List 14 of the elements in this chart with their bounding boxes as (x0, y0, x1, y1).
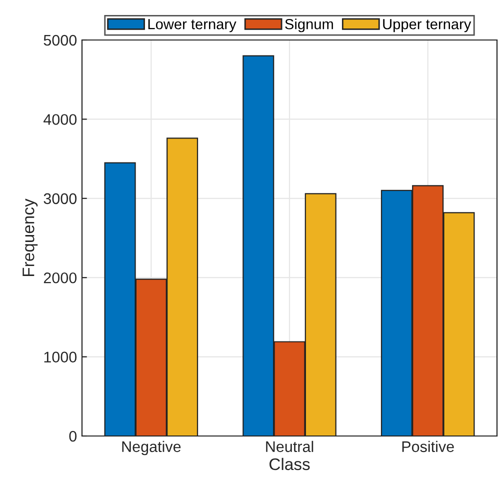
x-tick-label: Positive (402, 440, 454, 452)
y-tick-label: 2000 (44, 272, 77, 284)
legend-label: Signum (285, 18, 333, 32)
legend-label: Upper ternary (383, 19, 472, 32)
y-tick-label: 0 (69, 430, 77, 442)
x-tick-label: Negative (122, 440, 181, 456)
y-tick-label: 5000 (44, 34, 77, 46)
x-axis-title: Class (270, 458, 310, 470)
y-tick-label: 3000 (44, 193, 77, 204)
legend-label: Lower ternary (148, 19, 236, 32)
y-tick-label: 1000 (44, 352, 77, 362)
y-tick-label: 4000 (44, 114, 77, 125)
x-tick-label: Neutral (266, 440, 314, 452)
y-axis-title: Frequency (22, 198, 38, 276)
